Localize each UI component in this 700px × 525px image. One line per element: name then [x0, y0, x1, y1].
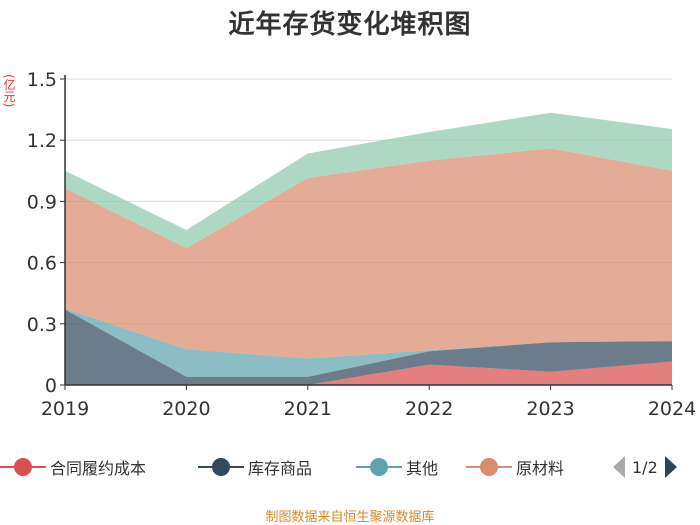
area-series-2 — [65, 308, 672, 377]
legend-label: 库存商品 — [248, 459, 313, 478]
y-tick-label: 0.6 — [27, 253, 57, 275]
area-series-1 — [65, 309, 672, 385]
axes: 0 0.3 0.6 0.9 1.2 1.5 2019 2020 2021 2022 2023 2024 — [27, 69, 696, 420]
legend-item-inventory-goods[interactable]: 库存商品 — [198, 452, 312, 482]
legend-marker-icon — [0, 458, 46, 476]
legend-label: 原材料 — [516, 459, 565, 478]
x-tick-label: 2019 — [41, 398, 89, 420]
prev-page-icon[interactable] — [612, 455, 626, 479]
legend-item-raw-materials[interactable]: 原材料 — [466, 452, 564, 482]
source-footer: 制图数据来自恒生聚源数据库 — [265, 510, 435, 525]
x-tick-label: 2024 — [648, 398, 696, 420]
y-tick-label: 0.9 — [27, 191, 57, 213]
y-tick-label: 1.2 — [27, 130, 57, 152]
legend-page-indicator: 1/2 — [632, 457, 658, 477]
legend-label: 合同履约成本 — [50, 459, 147, 478]
area-series-0 — [65, 361, 672, 385]
legend-item-other[interactable]: 其他 — [356, 452, 438, 482]
legend-marker-icon — [198, 458, 244, 476]
x-tick-label: 2020 — [162, 398, 210, 420]
legend-marker-icon — [356, 458, 402, 476]
x-tick-label: 2023 — [526, 398, 574, 420]
x-tick-label: 2022 — [405, 398, 453, 420]
area-series-3 — [65, 148, 672, 359]
y-tick-label: 0.3 — [27, 314, 57, 336]
legend-marker-icon — [466, 458, 512, 476]
chart-title: 近年存货变化堆积图 — [228, 10, 472, 40]
legend-label: 其他 — [406, 459, 439, 478]
legend: 合同履约成本 库存商品 其他 原材料 — [0, 452, 700, 482]
stacked-areas — [65, 112, 672, 385]
legend-pager: 1/2 — [612, 452, 700, 482]
x-tick-label: 2021 — [284, 398, 332, 420]
next-page-icon[interactable] — [664, 455, 678, 479]
y-tick-label: 0 — [45, 375, 57, 397]
legend-item-contract-cost[interactable]: 合同履约成本 — [0, 452, 146, 482]
chart-plot: 0 0.3 0.6 0.9 1.2 1.5 2019 2020 2021 2022 2023 2024 — [27, 69, 696, 420]
area-series-4 — [65, 112, 672, 249]
y-tick-label: 1.5 — [27, 69, 57, 91]
y-axis-unit: (亿元) — [2, 74, 16, 108]
